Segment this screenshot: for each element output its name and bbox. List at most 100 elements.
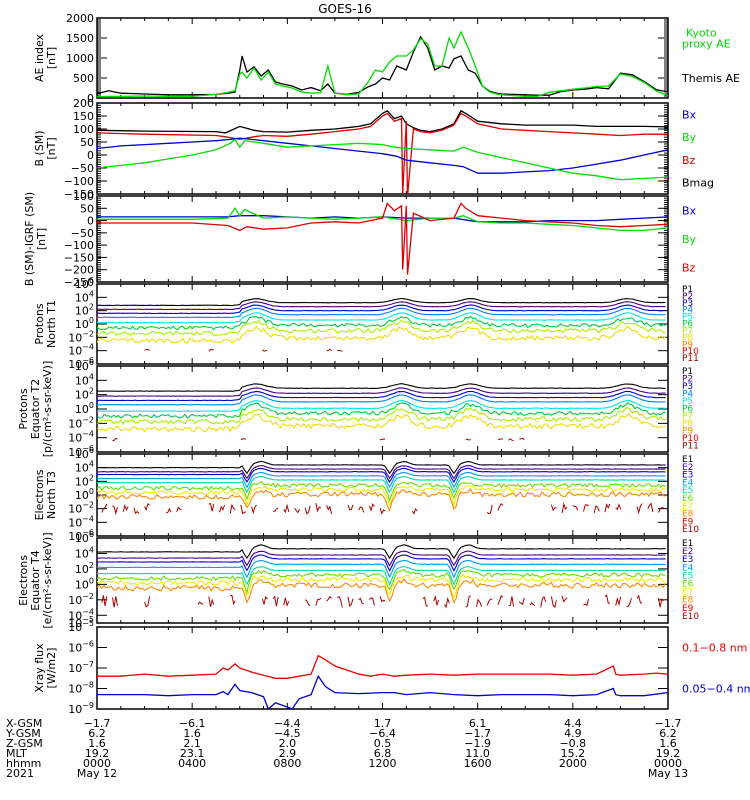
y-axis-label-line: North T3: [45, 471, 58, 519]
y-tick-label: 100: [73, 123, 94, 136]
series-group: [97, 297, 666, 352]
legend-item-p6: P6: [682, 404, 693, 414]
legend-item-p7: P7: [682, 326, 693, 336]
legend-item-p10: P10: [682, 347, 699, 357]
noise-segment: [658, 507, 664, 513]
orbit-value: 23.1: [180, 747, 205, 760]
channel-line-p8: [97, 413, 666, 433]
legend-item: Themis AE: [681, 72, 740, 85]
y-tick-label: 106: [75, 530, 94, 545]
y-axis-label-line: Protons: [17, 388, 30, 429]
channel-line-p7: [97, 319, 666, 336]
orbit-value: 1200: [369, 757, 397, 770]
orbit-ephemeris-table: X-GSM −1.7 −6.1 −4.4 1.7 6.1 4.4 −1.7Y-GSM 6.2 1.…: [5, 717, 688, 780]
channel-line-p8: [97, 325, 666, 344]
series-line-bmag: [97, 109, 668, 134]
orbit-value: 4.9: [564, 727, 582, 740]
orbit-value: −4.4: [274, 717, 301, 730]
noise-segment: [572, 505, 579, 511]
legend-item: Bx: [682, 108, 697, 121]
y-tick-label: 102: [75, 561, 94, 576]
orbit-value: 6.8: [374, 747, 392, 760]
noise-segment: [326, 348, 332, 352]
noise-segment: [112, 596, 118, 608]
noise-segment: [144, 596, 151, 608]
legend-item-e8: E8: [682, 596, 694, 606]
orbit-value: May 12: [77, 767, 117, 780]
panel-frame: [96, 626, 669, 710]
noise-segment: [144, 503, 150, 512]
series-line-0-05-0-4-nm: [97, 674, 668, 709]
y-axis-label: B (SM)-IGRF (SM) [nT]: [23, 192, 48, 286]
y-tick-label: −50: [71, 227, 94, 240]
y-axis-label: AE index [nT]: [33, 33, 58, 82]
y-tick-label: 10−2: [68, 415, 94, 430]
noise-segment: [229, 503, 236, 514]
channel-line-p1: [97, 297, 666, 307]
y-axis-label-line: [nT]: [45, 47, 58, 69]
y-axis-label-line: [nT]: [35, 228, 48, 250]
noise-segment: [273, 508, 279, 512]
noise-segment: [219, 504, 225, 513]
noise-segment: [443, 596, 450, 609]
noise-segment: [261, 595, 268, 605]
noise-segment: [465, 438, 471, 441]
noise-segment: [583, 504, 589, 512]
orbit-value: 2.1: [183, 737, 201, 750]
noise-segment: [561, 595, 568, 603]
series-line-bz: [97, 112, 668, 194]
channel-line-p6: [97, 402, 666, 419]
channel-line-p2: [97, 387, 666, 397]
y-axis-label-line: [W/m2]: [45, 648, 58, 689]
orbit-value: 4.4: [564, 717, 582, 730]
series-group: [97, 202, 668, 275]
channel-line-e2: [97, 464, 666, 480]
orbit-value: −1.7: [655, 717, 682, 730]
noise-segment: [112, 505, 118, 516]
legend-item-p11: P11: [682, 354, 699, 364]
noise-segment: [197, 601, 204, 605]
panel-frame: [96, 195, 669, 283]
legend-item-p2: P2: [682, 292, 693, 302]
orbit-value: 0000: [83, 757, 111, 770]
y-tick-label: 50: [80, 202, 94, 215]
y-axis-label-line: AE index: [33, 33, 46, 82]
y-tick-label: 10−7: [68, 660, 94, 675]
noise-segment: [604, 503, 611, 513]
channel-line-p6: [97, 315, 666, 331]
noise-segment: [411, 508, 418, 515]
noise-segment: [208, 596, 215, 607]
noise-segment: [497, 438, 504, 440]
y-axis-label-line: [nT]: [45, 137, 58, 159]
legend-item-e4: E4: [682, 478, 694, 488]
legend-item-e6: E6: [682, 494, 694, 504]
orbit-value: 6.1: [469, 717, 487, 730]
series-group: [97, 544, 667, 609]
noise-segment: [208, 502, 215, 512]
noise-segment: [144, 348, 150, 351]
orbit-value: 19.2: [85, 747, 110, 760]
orbit-value: −1.7: [464, 727, 491, 740]
y-tick-label: 10−9: [68, 701, 94, 716]
orbit-row-label: X-GSM: [6, 717, 42, 730]
noise-segment: [379, 508, 386, 515]
noise-segment: [315, 597, 322, 606]
channel-line-e7: [97, 574, 666, 600]
noise-segment: [368, 503, 375, 512]
channel-line-p5: [97, 312, 666, 324]
series-line-themis-ae: [97, 35, 668, 96]
noise-segment: [508, 438, 514, 441]
noise-segment: [647, 502, 654, 512]
orbit-value: 1.6: [659, 737, 677, 750]
channel-line-e4: [97, 471, 666, 489]
noise-segment: [112, 437, 118, 441]
y-tick-label: 0: [87, 149, 94, 162]
channel-line-e3: [97, 467, 666, 484]
noise-segment: [337, 596, 343, 608]
legend-item-p3: P3: [682, 382, 693, 392]
orbit-value: −4.5: [274, 727, 301, 740]
noise-segment: [101, 595, 108, 606]
